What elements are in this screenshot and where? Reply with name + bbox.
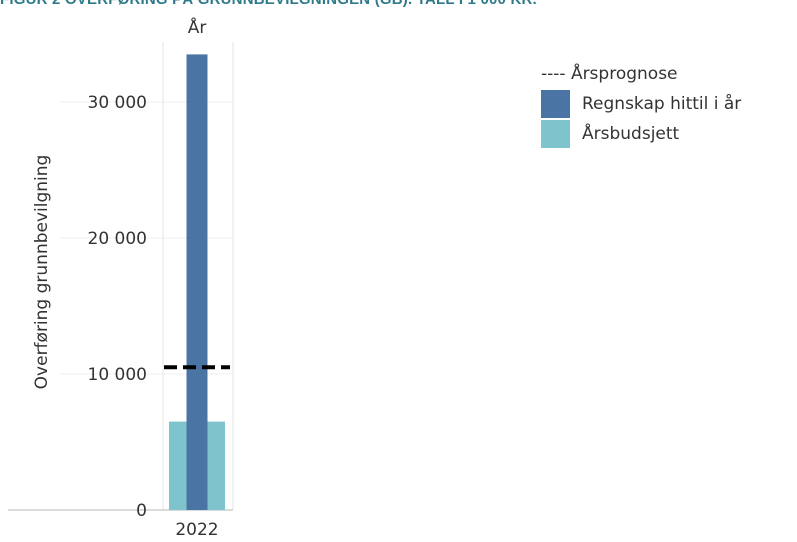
y-tick-label: 20 000 — [88, 229, 147, 249]
legend-label: Årsbudsjett — [582, 124, 680, 144]
bar-regnskap-2022 — [186, 54, 208, 511]
y-tick-labels: 0 10 000 20 000 30 000 — [88, 93, 147, 521]
y-tick-label: 0 — [136, 501, 147, 521]
legend-swatch-arsbudsjett — [541, 120, 570, 148]
y-axis-label: Overføring grunnbevilgning — [32, 155, 52, 390]
legend-label: Regnskap hittil i år — [582, 94, 742, 114]
legend-label: ---- Årsprognose — [541, 64, 678, 84]
y-tick-label: 30 000 — [88, 93, 147, 113]
x-tick-label-2022: 2022 — [175, 520, 218, 540]
legend-item-regnskap: Regnskap hittil i år — [541, 90, 741, 118]
figure-caption: FIGUR 2 OVERFØRING PÅ GRUNNBEVILGNINGEN … — [0, 0, 537, 8]
legend-swatch-regnskap — [541, 90, 570, 118]
column-header: År — [188, 16, 207, 38]
legend-item-arsprognose: ---- Årsprognose — [541, 60, 741, 88]
bars — [164, 54, 230, 511]
legend: ---- Årsprognose Regnskap hittil i år År… — [541, 60, 741, 148]
legend-item-arsbudsjett: Årsbudsjett — [541, 120, 741, 148]
y-tick-label: 10 000 — [88, 365, 147, 385]
